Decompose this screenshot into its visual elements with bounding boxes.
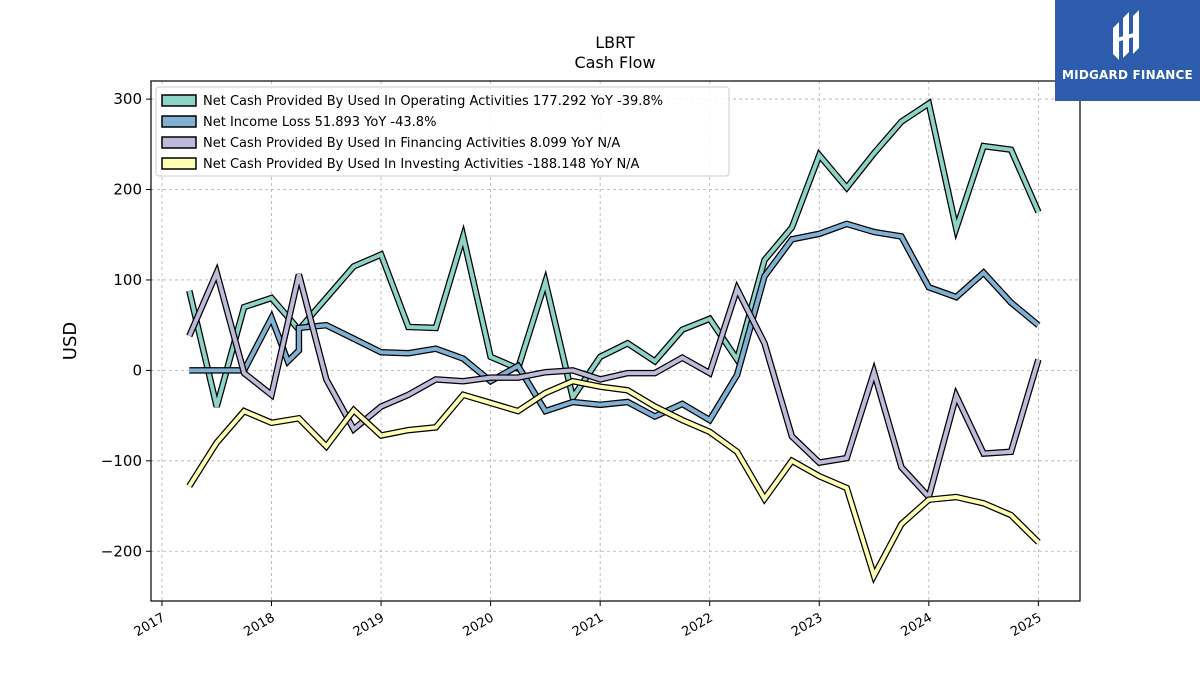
x-tick-label: 2019 <box>351 610 387 640</box>
x-tick-label: 2021 <box>570 610 606 640</box>
series-lines <box>186 98 1042 585</box>
series-stroke <box>189 221 1040 423</box>
legend-label: Net Cash Provided By Used In Investing A… <box>203 157 640 172</box>
y-tick-label: 100 <box>113 271 142 289</box>
legend-item: Net Cash Provided By Used In Operating A… <box>161 94 663 109</box>
series-3-line <box>186 262 1042 504</box>
x-tick-label: 2025 <box>1008 610 1044 640</box>
y-tick-label: 300 <box>113 90 142 108</box>
series-stroke <box>187 100 1041 408</box>
x-tick-label: 2018 <box>241 610 277 640</box>
x-tick-label: 2022 <box>680 610 716 640</box>
legend-swatch <box>161 94 197 107</box>
y-tick-label: 200 <box>113 181 142 199</box>
series-1-line <box>186 98 1042 408</box>
legend-label: Net Income Loss 51.893 YoY -43.8% <box>203 115 436 130</box>
legend-item: Net Income Loss 51.893 YoY -43.8% <box>161 115 436 130</box>
y-axis-label: USD <box>60 322 81 360</box>
legend: Net Cash Provided By Used In Operating A… <box>155 86 730 177</box>
x-tick-label: 2020 <box>460 610 496 640</box>
chart-title-line1: LBRT <box>595 33 635 52</box>
x-tick-label: 2023 <box>789 610 825 640</box>
series-4-line <box>186 377 1041 585</box>
legend-swatch <box>161 136 197 149</box>
legend-item: Net Cash Provided By Used In Investing A… <box>161 157 640 172</box>
x-tick-label: 2024 <box>899 610 935 640</box>
y-tick-label: −100 <box>101 452 142 470</box>
chart-title-line2: Cash Flow <box>574 53 655 72</box>
midgard-finance-logo: MIDGARD FINANCE <box>1055 0 1200 101</box>
midgard-logo-icon <box>1113 10 1139 60</box>
x-tick-label: 2017 <box>132 610 168 640</box>
series-stroke <box>187 379 1040 581</box>
legend-label: Net Cash Provided By Used In Operating A… <box>203 94 663 109</box>
y-tick-label: 0 <box>132 361 142 379</box>
y-tick-label: −200 <box>101 542 142 560</box>
series-stroke <box>187 266 1041 502</box>
legend-swatch <box>161 157 197 170</box>
plot-frame <box>150 80 1081 602</box>
legend-swatch <box>161 115 197 128</box>
legend-box <box>155 86 730 177</box>
logo-label: MIDGARD FINANCE <box>1062 68 1193 82</box>
legend-item: Net Cash Provided By Used In Financing A… <box>161 136 620 151</box>
series-2-line <box>189 220 1041 425</box>
legend-label: Net Cash Provided By Used In Financing A… <box>203 136 620 151</box>
